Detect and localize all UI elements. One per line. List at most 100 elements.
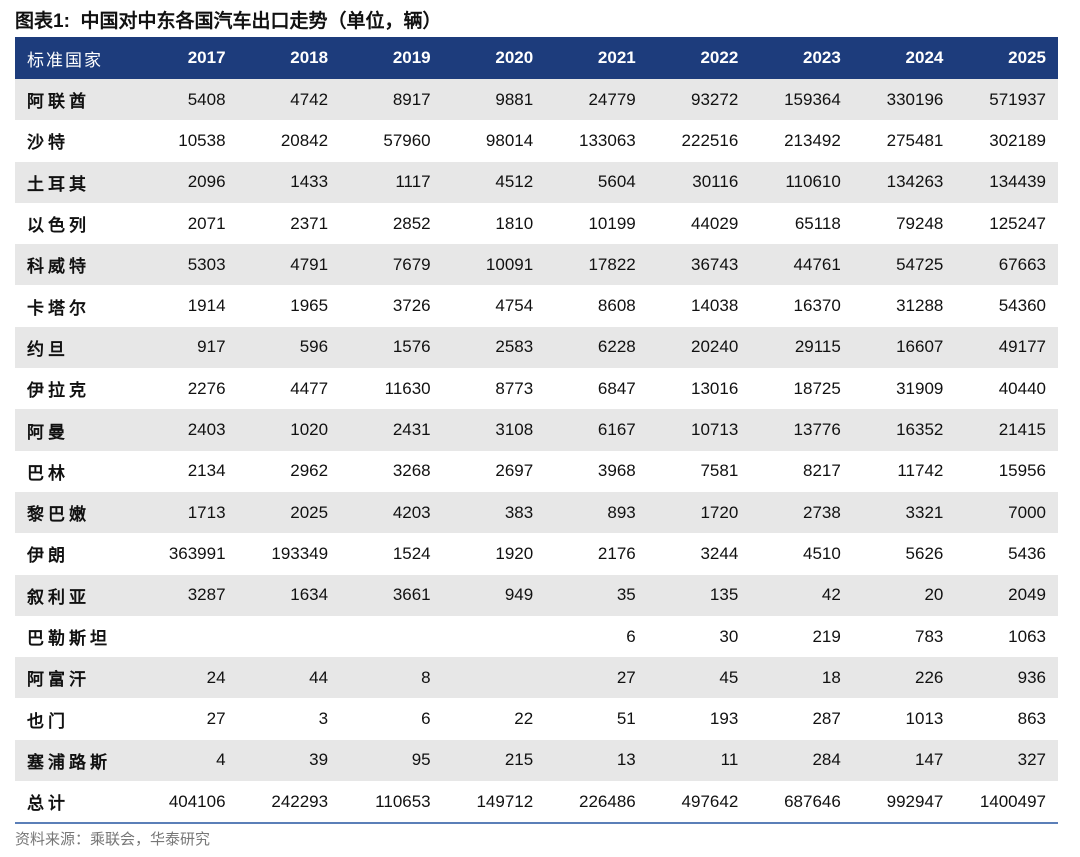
cell: 159364: [750, 79, 853, 121]
cell: 2276: [187, 378, 226, 398]
cell: 1720: [647, 491, 751, 534]
row-label: 阿曼: [15, 409, 135, 451]
cell: 149712: [476, 791, 534, 811]
cell: 193: [709, 709, 739, 729]
cell: 222516: [681, 130, 739, 150]
cell: 3108: [442, 409, 546, 451]
cell: 3726: [392, 296, 431, 316]
cell: 10713: [647, 409, 751, 451]
cell: 917: [135, 326, 238, 369]
row-label: 以色列: [27, 216, 90, 236]
cell: 1920: [495, 543, 534, 563]
cell: 27: [206, 709, 226, 729]
header-cell: 2022: [647, 37, 751, 79]
cell: 2134: [187, 461, 226, 481]
cell: 16607: [852, 326, 956, 369]
cell: 1713: [135, 491, 238, 534]
cell: 1914: [187, 296, 226, 316]
cell: 2371: [290, 213, 329, 233]
cell: [442, 657, 546, 699]
cell: 2403: [135, 409, 238, 451]
cell: 193349: [271, 543, 329, 563]
cell: 36743: [647, 244, 751, 286]
cell: 1576: [340, 326, 443, 369]
header-cell: 2024: [852, 37, 956, 79]
data-table: 标准国家 2017 2018 2019 2020 2021 2022 2023 2024 2025…: [15, 37, 1058, 825]
cell: 2049: [955, 574, 1058, 616]
cell: 95: [340, 739, 443, 782]
cell: 7679: [340, 244, 443, 286]
cell: 2071: [187, 213, 226, 233]
cell: 11630: [384, 378, 431, 398]
cell: 22: [514, 709, 534, 729]
cell: 5604: [545, 161, 648, 203]
cell: 13: [545, 739, 648, 782]
cell: 14038: [691, 296, 739, 316]
cell: 135: [647, 574, 751, 616]
cell: 1400497: [979, 791, 1046, 811]
row-label: 也门: [27, 711, 69, 731]
cell: 8: [340, 657, 443, 699]
cell: 57960: [383, 130, 431, 150]
table-row: 沙特 10538 20842 57960 98014 133063 222516 213492…: [15, 120, 1058, 161]
cell: 6847: [597, 378, 636, 398]
cell: 35: [545, 574, 648, 616]
cell: 383: [442, 491, 546, 534]
row-label: 巴林: [27, 463, 69, 483]
cell: 30116: [647, 161, 751, 203]
row-label: 科威特: [15, 244, 135, 286]
cell: 949: [442, 574, 546, 616]
header-cell: 2021: [545, 37, 648, 79]
cell: 2431: [340, 409, 443, 451]
cell: 44029: [691, 213, 739, 233]
source-note: 资料来源：乘联会，华泰研究: [15, 831, 211, 848]
cell: 783: [915, 626, 944, 646]
cell: 110653: [375, 791, 431, 811]
table-row: 伊朗 363991 193349 1524 1920 2176 3244 4510 5626 54…: [15, 533, 1058, 574]
cell: 16370: [793, 296, 841, 316]
header-cell: 2019: [340, 37, 443, 79]
cell: 1965: [290, 296, 329, 316]
cell: 596: [237, 326, 341, 369]
cell: 93272: [647, 79, 751, 121]
cell: 10091: [442, 244, 546, 286]
cell: 2096: [135, 161, 238, 203]
cell: 11742: [897, 461, 944, 481]
cell: 31909: [896, 378, 944, 398]
cell: 284: [750, 739, 853, 782]
cell: 42: [750, 574, 853, 616]
cell: 134263: [852, 161, 956, 203]
cell: 226486: [579, 791, 636, 811]
table-row: 巴林 2134 2962 3268 2697 3968 7581 8217 11742 15956: [15, 451, 1058, 492]
cell: 51: [616, 709, 636, 729]
table-row: 也门 27 3 6 22 51 193 287 1013 863: [15, 698, 1058, 739]
cell: 39: [237, 739, 341, 782]
cell: 3: [318, 709, 329, 729]
row-label: 沙特: [27, 133, 69, 153]
header-cell: 2018: [237, 37, 341, 79]
cell: 6: [626, 626, 636, 646]
cell: 13776: [750, 409, 853, 451]
table-row: 阿富汗 24 44 8 27 45 18 226 936: [15, 657, 1058, 699]
cell: 44: [237, 657, 341, 699]
table-row: 伊拉克 2276 4477 11630 8773 6847 13016 18725 31909 4…: [15, 368, 1058, 409]
cell: 215: [442, 739, 546, 782]
cell: 4742: [237, 79, 341, 121]
cell: 21415: [955, 409, 1058, 451]
row-label: 土耳其: [15, 161, 135, 203]
cell: 1524: [392, 543, 431, 563]
table-row: 巴勒斯坦 6 30 219 783 1063: [15, 616, 1058, 657]
table-row: 黎巴嫩 1713 2025 4203 383 893 1720 2738 3321 7000: [15, 491, 1058, 534]
cell: 67663: [955, 244, 1058, 286]
cell: 287: [812, 709, 841, 729]
cell: 54360: [998, 296, 1046, 316]
cell: 125247: [989, 213, 1046, 233]
cell: 6: [421, 709, 431, 729]
cell: 992947: [886, 791, 944, 811]
table-row: 叙利亚 3287 1634 3661 949 35 135 42 20 2049: [15, 574, 1058, 616]
cell: [340, 616, 443, 657]
cell: 2583: [442, 326, 546, 369]
header-cell: 2017: [135, 37, 238, 79]
cell: 497642: [681, 791, 739, 811]
cell: 18: [750, 657, 853, 699]
